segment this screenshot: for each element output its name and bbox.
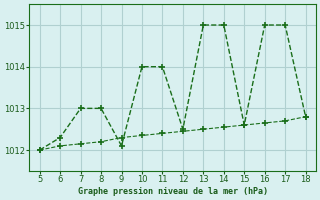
X-axis label: Graphe pression niveau de la mer (hPa): Graphe pression niveau de la mer (hPa) xyxy=(78,187,268,196)
